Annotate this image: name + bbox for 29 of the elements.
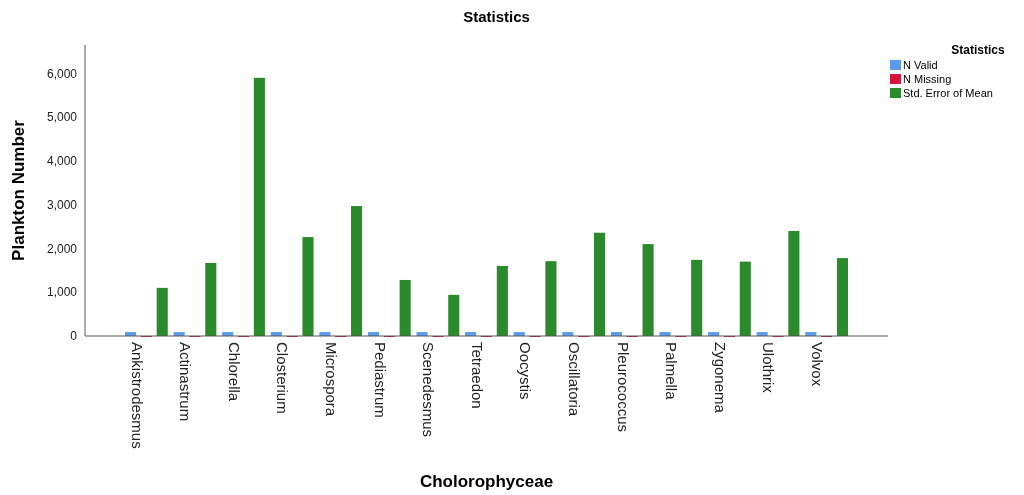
x-tick-label: Zygonema (711, 342, 729, 414)
y-tick-label: 5,000 (46, 110, 78, 125)
x-tick-label: Volvox (808, 342, 826, 387)
x-tick-label: Microspora (323, 342, 341, 417)
y-tick-label: 2,000 (46, 241, 78, 256)
x-tick-label: Palmella (663, 342, 681, 401)
legend-label: N Valid (903, 59, 938, 71)
legend-title: Statistics (951, 43, 1005, 57)
x-tick-label: Oscillatoria (566, 342, 584, 417)
x-tick-label: Tetraedon (468, 342, 486, 409)
x-tick-label: Closterium (274, 342, 292, 414)
y-tick-label: 0 (70, 329, 78, 344)
x-tick-label: Pediastrum (371, 342, 389, 418)
y-tick-label: 6,000 (46, 66, 78, 81)
chart-title: Statistics (463, 8, 530, 25)
y-tick-label: 3,000 (46, 197, 78, 212)
y-tick-label: 4,000 (46, 154, 78, 169)
x-tick-label: Actinastrum (177, 342, 195, 422)
x-tick-label: Chlorella (225, 342, 243, 402)
y-tick-label: 1,000 (46, 285, 78, 300)
legend-label: N Missing (903, 73, 952, 85)
x-tick-label: Scenedesmus (420, 342, 438, 438)
x-tick-label: Pleurococcus (614, 342, 632, 433)
x-tick-label: Ankistrodesmus (128, 342, 146, 449)
x-axis-title: Cholorophyceae (419, 472, 554, 491)
x-tick-label: Oocystis (517, 342, 535, 400)
x-tick-label: Ulothrix (760, 342, 778, 394)
legend-label: Std. Error of Mean (903, 87, 993, 99)
y-axis-title: Plankton Number (9, 119, 28, 261)
